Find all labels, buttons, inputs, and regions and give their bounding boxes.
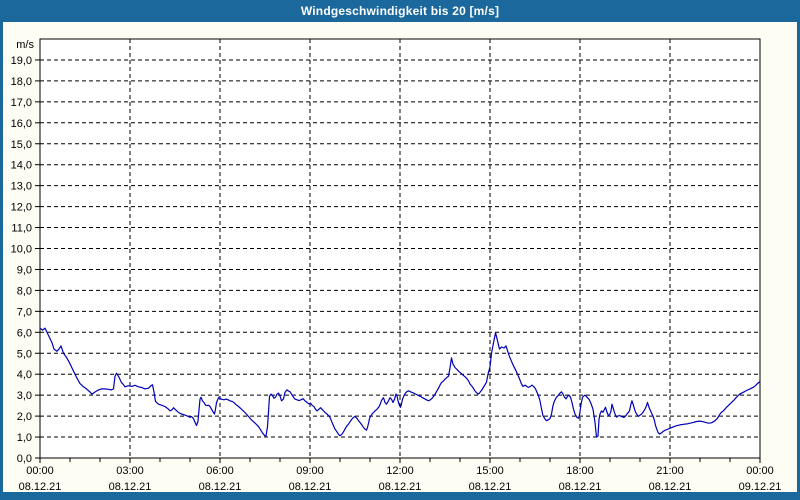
svg-text:1,0: 1,0 xyxy=(17,432,32,444)
svg-text:8,0: 8,0 xyxy=(17,285,32,297)
svg-text:00:00: 00:00 xyxy=(26,465,54,477)
svg-text:2,0: 2,0 xyxy=(17,411,32,423)
svg-text:08.12.21: 08.12.21 xyxy=(559,481,602,492)
svg-text:09.12.21: 09.12.21 xyxy=(739,481,782,492)
svg-text:7,0: 7,0 xyxy=(17,306,32,318)
svg-text:08.12.21: 08.12.21 xyxy=(469,481,512,492)
svg-text:00:00: 00:00 xyxy=(746,465,774,477)
svg-text:9,0: 9,0 xyxy=(17,264,32,276)
svg-text:08.12.21: 08.12.21 xyxy=(649,481,692,492)
svg-text:15:00: 15:00 xyxy=(476,465,504,477)
svg-text:08.12.21: 08.12.21 xyxy=(109,481,152,492)
chart-title: Windgeschwindigkeit bis 20 [m/s] xyxy=(300,4,500,18)
title-bar: Windgeschwindigkeit bis 20 [m/s] xyxy=(0,0,800,22)
svg-text:08.12.21: 08.12.21 xyxy=(199,481,242,492)
svg-text:5,0: 5,0 xyxy=(17,348,32,360)
svg-text:4,0: 4,0 xyxy=(17,369,32,381)
svg-text:10,0: 10,0 xyxy=(11,244,32,256)
svg-text:16,0: 16,0 xyxy=(11,118,32,130)
svg-text:08.12.21: 08.12.21 xyxy=(379,481,422,492)
svg-text:12,0: 12,0 xyxy=(11,202,32,214)
gridlines xyxy=(40,39,760,458)
svg-text:0,0: 0,0 xyxy=(17,453,32,465)
axis-ticks xyxy=(35,59,761,463)
y-axis-labels: 0,0 1,0 2,0 3,0 4,0 5,0 6,0 7,0 8,0 9,0 10,0 11,0 12… xyxy=(11,55,32,465)
svg-text:11,0: 11,0 xyxy=(11,223,32,235)
svg-text:19,0: 19,0 xyxy=(11,55,32,67)
svg-text:08.12.21: 08.12.21 xyxy=(19,481,62,492)
svg-text:03:00: 03:00 xyxy=(116,465,144,477)
svg-text:09:00: 09:00 xyxy=(296,465,324,477)
svg-text:21:00: 21:00 xyxy=(656,465,684,477)
svg-text:06:00: 06:00 xyxy=(206,465,234,477)
chart-panel: 0,0 1,0 2,0 3,0 4,0 5,0 6,0 7,0 8,0 9,0 10,0 11,0 12… xyxy=(3,22,797,492)
svg-text:13,0: 13,0 xyxy=(11,181,32,193)
y-axis-unit-label: m/s xyxy=(16,39,34,51)
svg-text:3,0: 3,0 xyxy=(17,390,32,402)
x-axis-labels: 00:00 08.12.21 03:00 08.12.21 06:00 08.12.21 0… xyxy=(19,465,782,492)
wind-speed-series-line xyxy=(39,327,761,438)
svg-text:6,0: 6,0 xyxy=(17,327,32,339)
svg-text:12:00: 12:00 xyxy=(386,465,414,477)
svg-text:17,0: 17,0 xyxy=(11,97,32,109)
svg-text:14,0: 14,0 xyxy=(11,160,32,172)
svg-text:15,0: 15,0 xyxy=(11,139,32,151)
svg-text:18,0: 18,0 xyxy=(11,76,32,88)
svg-text:18:00: 18:00 xyxy=(566,465,594,477)
wind-speed-chart: 0,0 1,0 2,0 3,0 4,0 5,0 6,0 7,0 8,0 9,0 10,0 11,0 12… xyxy=(11,38,782,492)
svg-text:08.12.21: 08.12.21 xyxy=(289,481,332,492)
